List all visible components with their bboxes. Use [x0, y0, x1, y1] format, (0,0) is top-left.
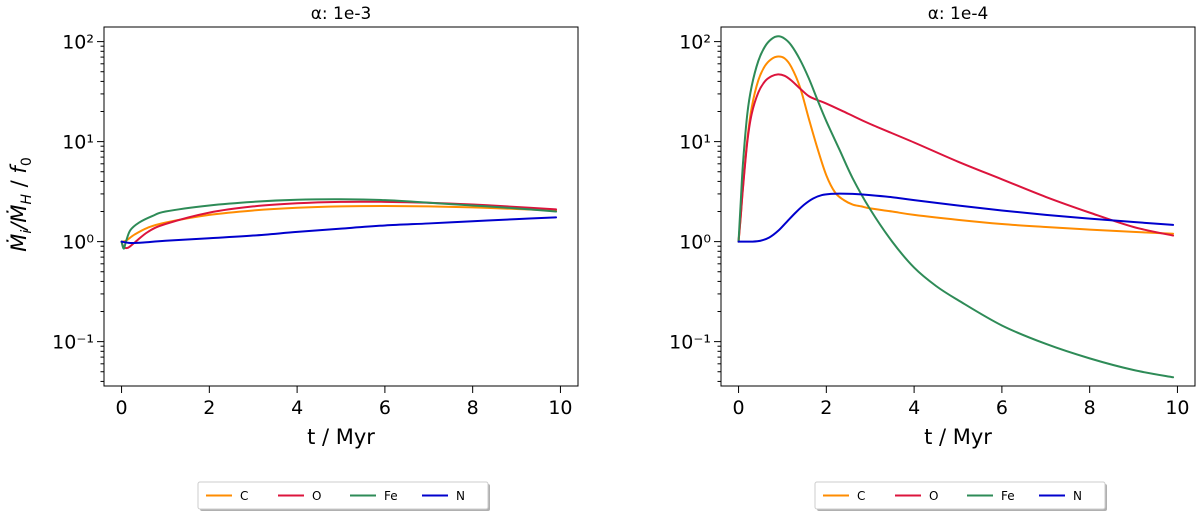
- x-tick-label: 2: [820, 397, 832, 419]
- chart-panel-left: 10⁻¹ 10⁰ 10¹ 10² 0 2 4 6 8 10 α: 1e-3 t / Myr Ṁi/ṀH …: [6, 4, 579, 511]
- series-line-n: [120, 216, 558, 244]
- legend: C O Fe N: [814, 481, 1107, 511]
- plot-frame: [103, 26, 579, 387]
- legend-box: [814, 481, 1106, 510]
- x-tick-label: 10: [548, 397, 572, 419]
- x-tick-label: 8: [467, 397, 479, 419]
- legend-label-o: O: [312, 489, 321, 503]
- y-tick-label: 10²: [679, 32, 711, 54]
- x-tick-label: 4: [291, 397, 303, 419]
- series-group: [737, 35, 1175, 379]
- y-tick-label: 10¹: [679, 132, 711, 154]
- chart-title: α: 1e-4: [928, 4, 989, 24]
- y-axis-label: Ṁi/ṀH / f0: [6, 157, 35, 252]
- y-tick-label: 10¹: [62, 132, 94, 154]
- legend-box: [197, 481, 489, 510]
- series-line-fe: [737, 35, 1175, 379]
- y-tick-label: 10⁻¹: [52, 332, 94, 354]
- series-line-fe: [120, 198, 558, 250]
- y-tick-label: 10²: [62, 32, 94, 54]
- x-tick-label: 6: [379, 397, 391, 419]
- legend-label-c: C: [857, 489, 865, 503]
- x-tick-label: 0: [733, 397, 745, 419]
- series-line-c: [120, 205, 558, 243]
- x-tick-label: 10: [1165, 397, 1189, 419]
- series-group: [120, 198, 558, 250]
- y-tick-label: 10⁰: [679, 232, 711, 254]
- legend-label-n: N: [456, 489, 465, 503]
- y-tick-label: 10⁰: [62, 232, 94, 254]
- x-tick-label: 8: [1084, 397, 1096, 419]
- series-line-o: [737, 73, 1175, 243]
- chart-panel-right: 10⁻¹ 10⁰ 10¹ 10² 0 2 4 6 8 10 α: 1e-4 t / Myr C O Fe N: [669, 4, 1196, 511]
- legend-label-n: N: [1073, 489, 1082, 503]
- x-axis-label: t / Myr: [307, 425, 375, 449]
- legend-label-o: O: [929, 489, 938, 503]
- legend: C O Fe N: [197, 481, 490, 511]
- legend-label-c: C: [240, 489, 248, 503]
- series-line-n: [737, 192, 1175, 243]
- plot-frame: [720, 26, 1196, 387]
- x-axis-label: t / Myr: [924, 425, 992, 449]
- chart-title: α: 1e-3: [311, 4, 372, 24]
- x-tick-label: 2: [203, 397, 215, 419]
- legend-label-fe: Fe: [1001, 489, 1015, 503]
- series-line-c: [737, 55, 1175, 243]
- x-tick-label: 6: [996, 397, 1008, 419]
- x-tick-label: 4: [908, 397, 920, 419]
- x-tick-label: 0: [116, 397, 128, 419]
- legend-label-fe: Fe: [384, 489, 398, 503]
- y-tick-label: 10⁻¹: [669, 332, 711, 354]
